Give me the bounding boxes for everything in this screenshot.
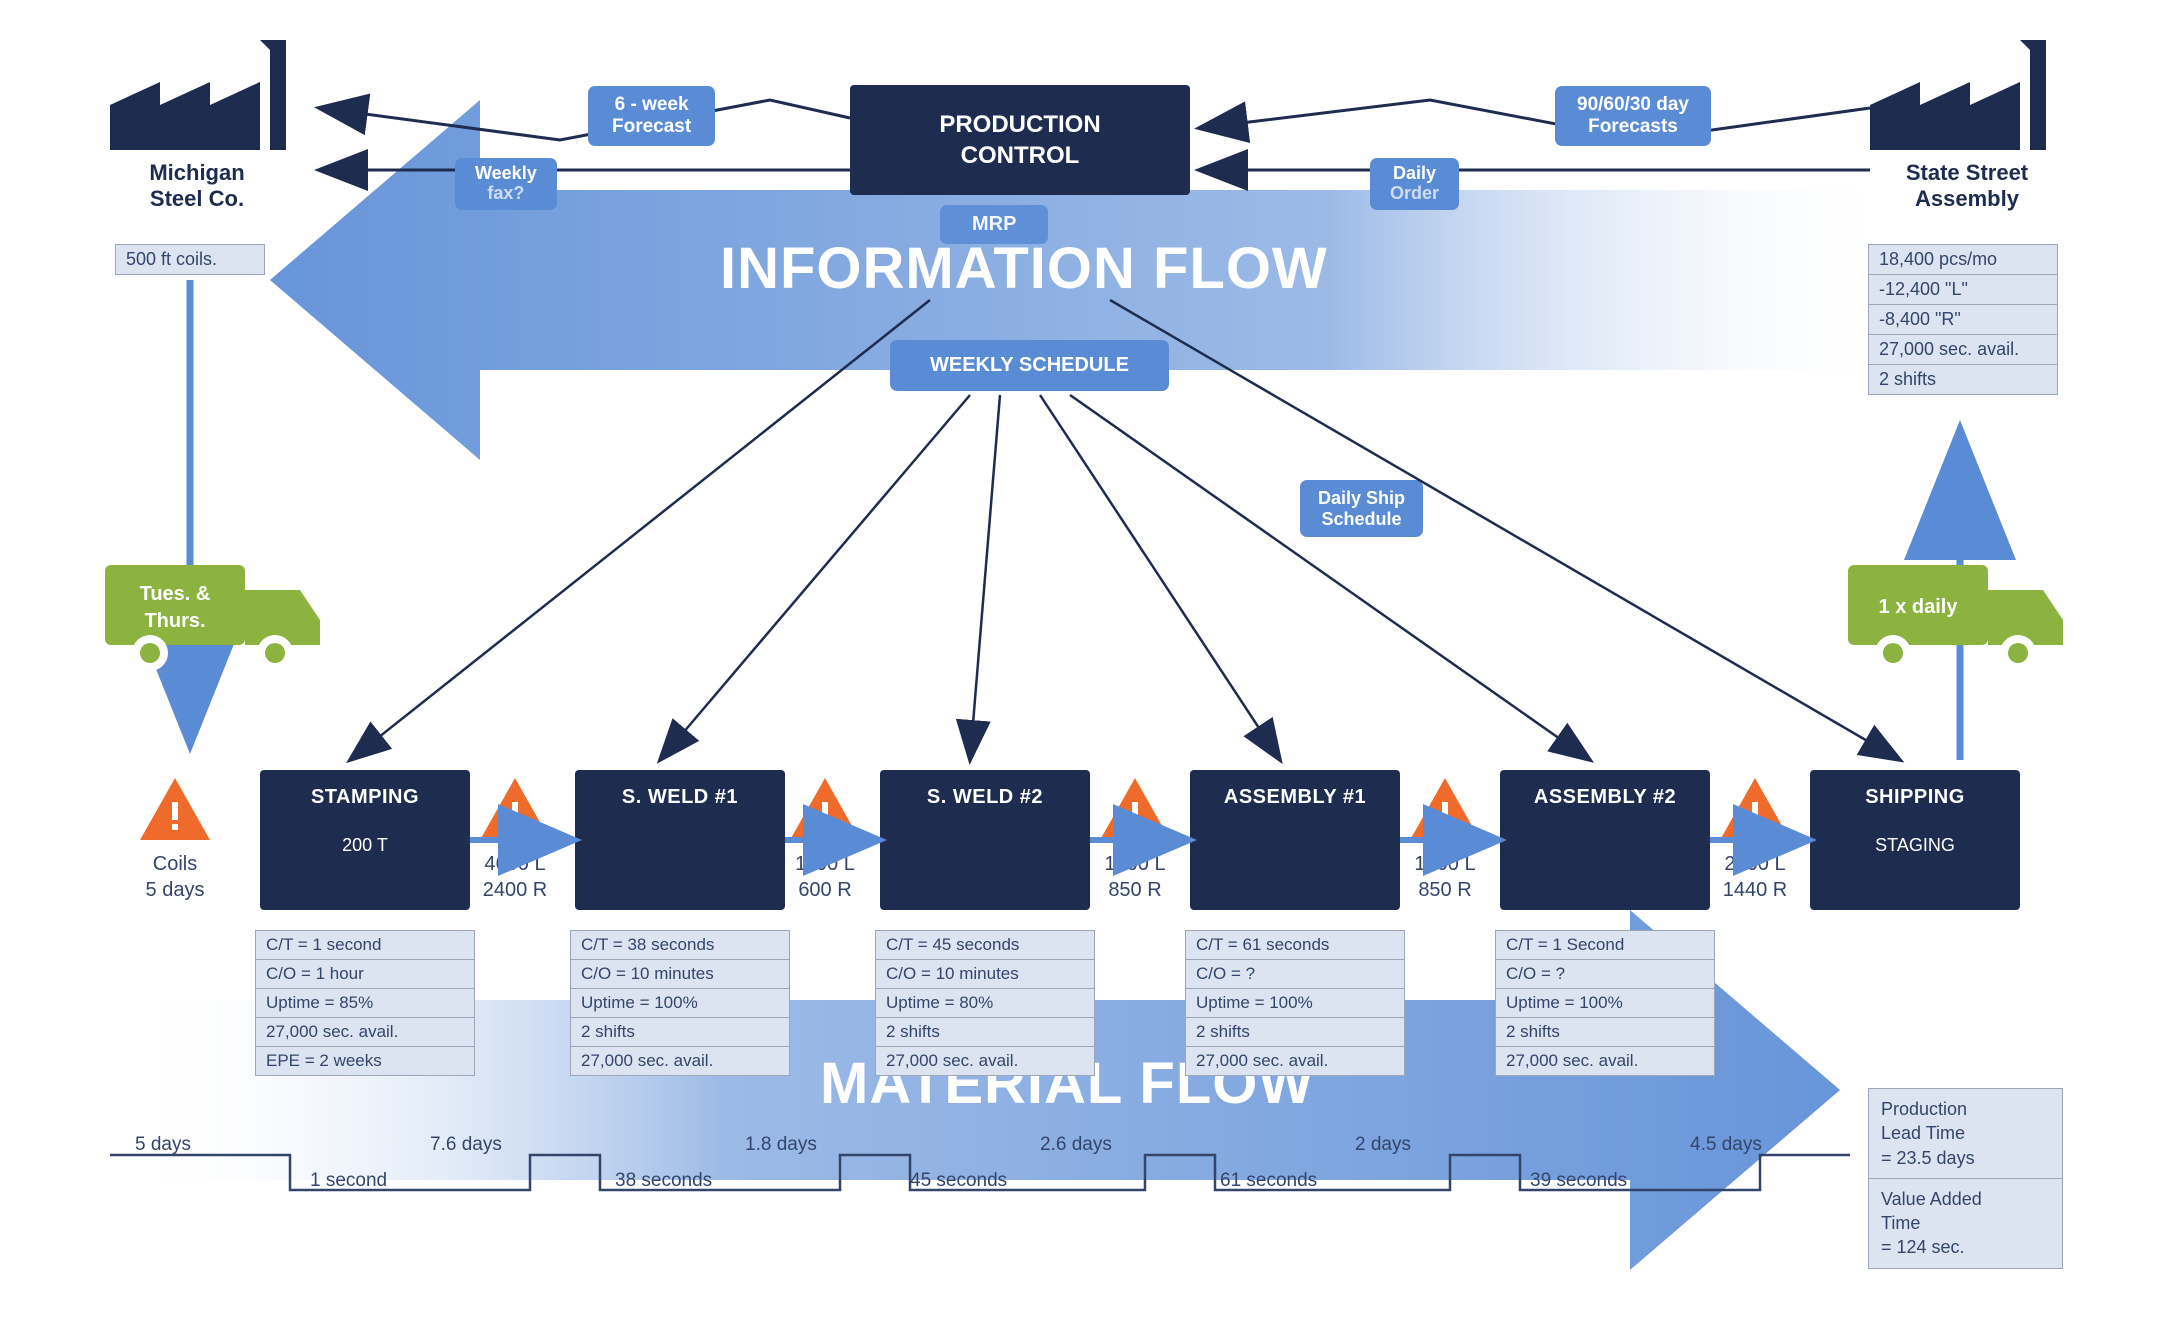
spec-row: C/O = 1 hour bbox=[255, 960, 475, 989]
spec-row: 2 shifts bbox=[570, 1018, 790, 1047]
spec-row: 27,000 sec. avail. bbox=[875, 1047, 1095, 1076]
supplier-block: Michigan Steel Co. bbox=[110, 40, 300, 155]
inventory-triangle: Coils5 days bbox=[140, 778, 210, 903]
supplier-name: Michigan Steel Co. bbox=[122, 160, 272, 213]
supplier-detail: 500 ft coils. bbox=[115, 244, 265, 275]
summary-va: Value Added Time = 124 sec. bbox=[1868, 1179, 2063, 1269]
process-box: STAMPING 200 T bbox=[260, 770, 470, 910]
inventory-label: 1600 L850 R bbox=[1100, 851, 1170, 903]
customer-block: State Street Assembly bbox=[1870, 40, 2060, 155]
process-title: STAMPING bbox=[260, 786, 470, 809]
forecast-left: 6 - week Forecast bbox=[588, 86, 715, 146]
inventory-label: 1600 L850 R bbox=[1410, 851, 1480, 903]
spec-row: 2 shifts bbox=[875, 1018, 1095, 1047]
timeline-lead: 7.6 days bbox=[430, 1134, 502, 1156]
process-box: SHIPPING STAGING bbox=[1810, 770, 2020, 910]
process-specs: C/T = 45 secondsC/O = 10 minutesUptime =… bbox=[875, 930, 1095, 1076]
process-specs: C/T = 1 secondC/O = 1 hourUptime = 85%27… bbox=[255, 930, 475, 1076]
inventory-label: 1100 L600 R bbox=[790, 851, 860, 903]
spec-row: Uptime = 100% bbox=[1495, 989, 1715, 1018]
timeline-cycle: 45 seconds bbox=[910, 1170, 1007, 1192]
summary-lead: Production Lead Time = 23.5 days bbox=[1868, 1088, 2063, 1179]
spec-row: EPE = 2 weeks bbox=[255, 1047, 475, 1076]
spec-row: 2 shifts bbox=[1495, 1018, 1715, 1047]
factory-icon bbox=[1870, 40, 2060, 150]
customer-detail-row: 2 shifts bbox=[1868, 365, 2058, 395]
weekly-fax: Weekly fax? bbox=[455, 158, 557, 210]
inventory-triangle: 1100 L600 R bbox=[790, 778, 860, 903]
spec-row: 2 shifts bbox=[1185, 1018, 1405, 1047]
truck-out-label: 1 x daily bbox=[1879, 596, 1959, 618]
timeline-cycle: 61 seconds bbox=[1220, 1170, 1317, 1192]
spec-row: C/T = 61 seconds bbox=[1185, 930, 1405, 960]
spec-row: C/T = 1 second bbox=[255, 930, 475, 960]
process-box: ASSEMBLY #2 bbox=[1500, 770, 1710, 910]
customer-detail-row: -12,400 "L" bbox=[1868, 275, 2058, 305]
spec-row: Uptime = 80% bbox=[875, 989, 1095, 1018]
daily-order: Daily Order bbox=[1370, 158, 1459, 210]
timeline-lead: 5 days bbox=[135, 1134, 191, 1156]
process-title: SHIPPING bbox=[1810, 786, 2020, 809]
inventory-triangle: 2700 L1440 R bbox=[1720, 778, 1790, 903]
timeline-lead: 1.8 days bbox=[745, 1134, 817, 1156]
inventory-label: 2700 L1440 R bbox=[1720, 851, 1790, 903]
spec-row: C/T = 45 seconds bbox=[875, 930, 1095, 960]
inventory-label: Coils5 days bbox=[140, 851, 210, 903]
process-box: S. WELD #2 bbox=[880, 770, 1090, 910]
customer-detail-row: 18,400 pcs/mo bbox=[1868, 244, 2058, 275]
daily-ship-box: Daily Ship Schedule bbox=[1300, 480, 1423, 537]
spec-row: 27,000 sec. avail. bbox=[1495, 1047, 1715, 1076]
truck-in-label-1: Tues. & bbox=[140, 583, 211, 605]
process-specs: C/T = 61 secondsC/O = ?Uptime = 100%2 sh… bbox=[1185, 930, 1405, 1076]
customer-detail-row: 27,000 sec. avail. bbox=[1868, 335, 2058, 365]
production-control-box: PRODUCTION CONTROL bbox=[850, 85, 1190, 195]
truck-in-label-2: Thurs. bbox=[144, 610, 205, 632]
process-title: ASSEMBLY #1 bbox=[1190, 786, 1400, 809]
customer-details: 18,400 pcs/mo -12,400 "L" -8,400 "R" 27,… bbox=[1868, 244, 2058, 395]
customer-name: State Street Assembly bbox=[1882, 160, 2052, 213]
timeline-lead: 2.6 days bbox=[1040, 1134, 1112, 1156]
mrp-box: MRP bbox=[940, 205, 1048, 244]
timeline-lead: 4.5 days bbox=[1690, 1134, 1762, 1156]
process-title: S. WELD #1 bbox=[575, 786, 785, 809]
info-flow-label: INFORMATION FLOW bbox=[720, 235, 1328, 302]
spec-row: 27,000 sec. avail. bbox=[255, 1018, 475, 1047]
inventory-triangle: 4600 L2400 R bbox=[480, 778, 550, 903]
forecast-right: 90/60/30 day Forecasts bbox=[1555, 86, 1711, 146]
process-box: ASSEMBLY #1 bbox=[1190, 770, 1400, 910]
spec-row: C/O = 10 minutes bbox=[875, 960, 1095, 989]
spec-row: 27,000 sec. avail. bbox=[1185, 1047, 1405, 1076]
spec-row: C/T = 1 Second bbox=[1495, 930, 1715, 960]
factory-icon bbox=[110, 40, 300, 150]
process-specs: C/T = 1 SecondC/O = ?Uptime = 100%2 shif… bbox=[1495, 930, 1715, 1076]
spec-row: C/O = ? bbox=[1495, 960, 1715, 989]
timeline-cycle: 39 seconds bbox=[1530, 1170, 1627, 1192]
truck-out: 1 x daily bbox=[1848, 555, 2073, 680]
spec-row: 27,000 sec. avail. bbox=[570, 1047, 790, 1076]
customer-detail-row: -8,400 "R" bbox=[1868, 305, 2058, 335]
process-sub: STAGING bbox=[1810, 835, 2020, 856]
summary-block: Production Lead Time = 23.5 days Value A… bbox=[1868, 1088, 2063, 1269]
weekly-schedule-box: WEEKLY SCHEDULE bbox=[890, 340, 1169, 391]
process-sub: 200 T bbox=[260, 835, 470, 856]
spec-row: C/O = ? bbox=[1185, 960, 1405, 989]
inventory-triangle: 1600 L850 R bbox=[1410, 778, 1480, 903]
process-title: ASSEMBLY #2 bbox=[1500, 786, 1710, 809]
inventory-triangle: 1600 L850 R bbox=[1100, 778, 1170, 903]
spec-row: Uptime = 100% bbox=[570, 989, 790, 1018]
process-title: S. WELD #2 bbox=[880, 786, 1090, 809]
timeline-lead: 2 days bbox=[1355, 1134, 1411, 1156]
inventory-label: 4600 L2400 R bbox=[480, 851, 550, 903]
timeline-cycle: 1 second bbox=[310, 1170, 387, 1192]
spec-row: Uptime = 85% bbox=[255, 989, 475, 1018]
spec-row: C/T = 38 seconds bbox=[570, 930, 790, 960]
truck-in: Tues. & Thurs. bbox=[105, 555, 330, 680]
spec-row: C/O = 10 minutes bbox=[570, 960, 790, 989]
process-specs: C/T = 38 secondsC/O = 10 minutesUptime =… bbox=[570, 930, 790, 1076]
spec-row: Uptime = 100% bbox=[1185, 989, 1405, 1018]
timeline-cycle: 38 seconds bbox=[615, 1170, 712, 1192]
process-box: S. WELD #1 bbox=[575, 770, 785, 910]
